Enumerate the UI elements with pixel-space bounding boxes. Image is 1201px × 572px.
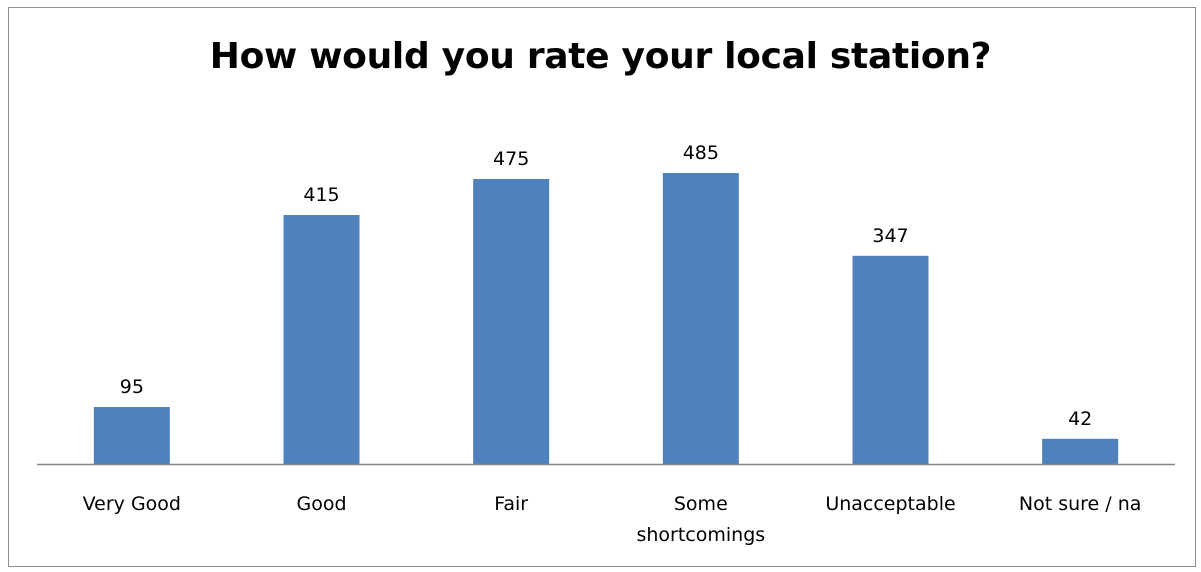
data-label-2: 415 [303, 184, 339, 206]
bar-2 [283, 215, 360, 464]
x-tick-label-2: Good [296, 493, 346, 515]
chart-frame [8, 7, 1196, 567]
chart-title: How would you rate your local station? [209, 36, 992, 77]
data-label-4: 485 [683, 142, 719, 164]
data-label-5: 347 [872, 225, 908, 247]
x-tick-label-4: Some shortcomings [636, 493, 765, 546]
tick-labels-group: Very Good Good Fair Some shortcomings Unaccep… [83, 493, 1142, 546]
bar-5 [852, 255, 929, 464]
x-tick-label-3: Fair [494, 493, 528, 515]
bar-6 [1042, 438, 1119, 464]
data-labels-group: 95 415 475 485 347 42 [120, 142, 1093, 430]
data-label-1: 95 [120, 376, 144, 398]
x-tick-label-6: Not sure / na [1019, 493, 1142, 515]
bar-1 [93, 407, 170, 464]
x-tick-label-5: Unacceptable [825, 493, 955, 515]
bars-group [93, 173, 1119, 464]
bar-3 [473, 179, 550, 464]
x-tick-label-1: Very Good [83, 493, 181, 515]
data-label-3: 475 [493, 148, 529, 170]
data-label-6: 42 [1068, 408, 1092, 430]
bar-4 [662, 173, 739, 464]
